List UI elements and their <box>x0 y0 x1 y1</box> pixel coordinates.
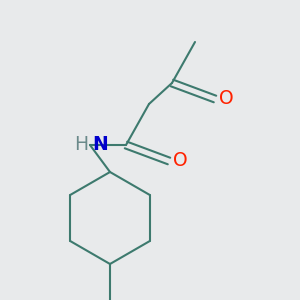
Text: N: N <box>92 136 108 154</box>
Text: O: O <box>173 152 188 170</box>
Text: H: H <box>74 136 88 154</box>
Text: O: O <box>219 89 234 109</box>
